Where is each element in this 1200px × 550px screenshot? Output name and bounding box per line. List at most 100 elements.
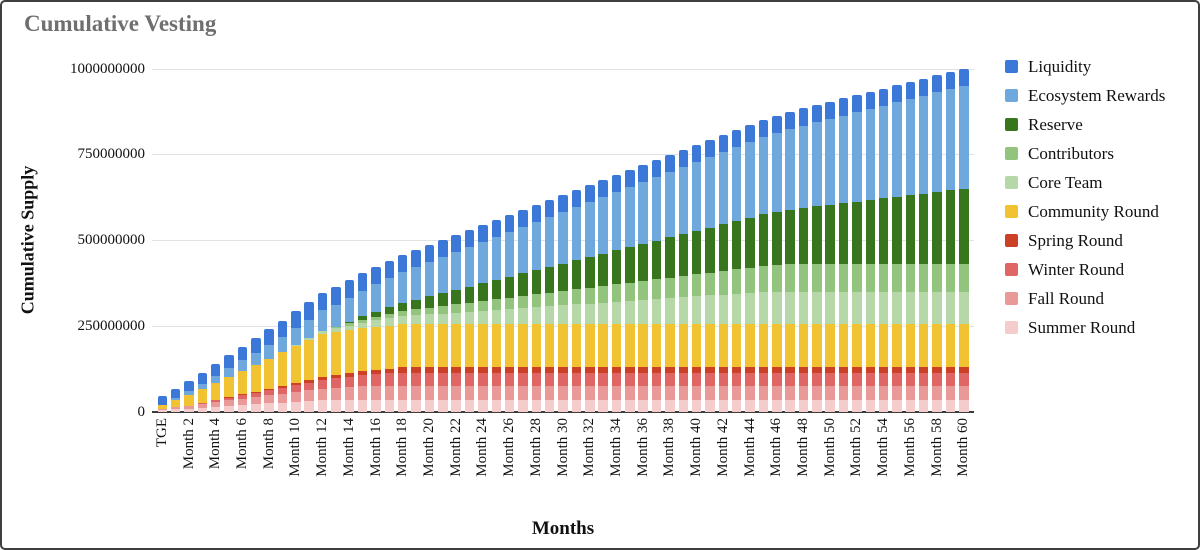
- bar-segment-fall-round[interactable]: [959, 386, 969, 400]
- bar-segment-liquidity[interactable]: [344, 280, 354, 298]
- bar-month-46[interactable]: [772, 115, 782, 412]
- bar-segment-summer-round[interactable]: [745, 399, 755, 412]
- bar-segment-winter-round[interactable]: [785, 372, 795, 387]
- bar-segment-liquidity[interactable]: [518, 209, 528, 228]
- bar-segment-winter-round[interactable]: [317, 380, 328, 389]
- bar-segment-winter-round[interactable]: [798, 372, 809, 387]
- bar-segment-community-round[interactable]: [251, 364, 261, 392]
- bar-segment-summer-round[interactable]: [237, 405, 248, 412]
- bar-segment-fall-round[interactable]: [918, 386, 929, 400]
- bar-segment-ecosystem-rewards[interactable]: [625, 187, 635, 248]
- bar-segment-ecosystem-rewards[interactable]: [384, 278, 395, 308]
- bar-segment-reserve[interactable]: [905, 195, 916, 265]
- bar-segment-liquidity[interactable]: [197, 372, 208, 384]
- bar-segment-winter-round[interactable]: [344, 376, 354, 388]
- bar-segment-winter-round[interactable]: [291, 385, 301, 393]
- bar-segment-reserve[interactable]: [357, 316, 368, 320]
- bar-segment-summer-round[interactable]: [625, 399, 635, 412]
- bar-segment-community-round[interactable]: [718, 324, 728, 368]
- bar-segment-contributors[interactable]: [371, 316, 381, 321]
- bar-month-42[interactable]: [718, 134, 728, 412]
- bar-segment-ecosystem-rewards[interactable]: [397, 272, 408, 303]
- bar-segment-reserve[interactable]: [651, 240, 662, 280]
- bar-segment-fall-round[interactable]: [772, 386, 782, 400]
- bar-segment-contributors[interactable]: [905, 264, 916, 292]
- bar-segment-core-team[interactable]: [317, 331, 328, 335]
- bar-month-41[interactable]: [705, 139, 715, 412]
- bar-segment-ecosystem-rewards[interactable]: [691, 162, 702, 231]
- bar-month-45[interactable]: [758, 119, 769, 412]
- bar-segment-ecosystem-rewards[interactable]: [611, 192, 622, 251]
- bar-segment-reserve[interactable]: [825, 204, 835, 265]
- bar-segment-liquidity[interactable]: [918, 78, 929, 96]
- bar-segment-contributors[interactable]: [344, 323, 354, 326]
- legend-item-contributors[interactable]: Contributors: [1005, 145, 1165, 162]
- bar-segment-community-round[interactable]: [264, 358, 274, 389]
- bar-segment-reserve[interactable]: [397, 302, 408, 311]
- bar-segment-summer-round[interactable]: [731, 399, 742, 412]
- bar-segment-summer-round[interactable]: [251, 404, 261, 412]
- bar-segment-spring-round[interactable]: [745, 367, 755, 373]
- bar-segment-ecosystem-rewards[interactable]: [745, 142, 755, 218]
- bar-segment-fall-round[interactable]: [571, 386, 582, 400]
- bar-segment-core-team[interactable]: [611, 301, 622, 325]
- bar-segment-fall-round[interactable]: [798, 386, 809, 400]
- bar-segment-core-team[interactable]: [357, 322, 368, 329]
- bar-segment-spring-round[interactable]: [264, 388, 274, 391]
- bar-segment-summer-round[interactable]: [344, 399, 354, 412]
- legend-item-reserve[interactable]: Reserve: [1005, 116, 1165, 133]
- bar-segment-core-team[interactable]: [798, 291, 809, 325]
- bar-segment-reserve[interactable]: [571, 260, 582, 290]
- bar-segment-core-team[interactable]: [785, 291, 795, 325]
- bar-segment-fall-round[interactable]: [718, 386, 728, 400]
- bar-segment-liquidity[interactable]: [251, 338, 261, 353]
- bar-segment-spring-round[interactable]: [585, 367, 595, 373]
- bar-month-8[interactable]: [264, 329, 274, 412]
- bar-segment-fall-round[interactable]: [438, 386, 448, 400]
- bar-segment-ecosystem-rewards[interactable]: [197, 383, 208, 390]
- bar-segment-spring-round[interactable]: [651, 367, 662, 373]
- bar-segment-contributors[interactable]: [678, 275, 688, 298]
- bar-segment-summer-round[interactable]: [571, 399, 582, 412]
- bar-segment-summer-round[interactable]: [518, 399, 528, 412]
- bar-month-51[interactable]: [838, 98, 849, 412]
- bar-segment-liquidity[interactable]: [331, 287, 341, 305]
- bar-tge[interactable]: [157, 396, 167, 412]
- bar-segment-core-team[interactable]: [691, 296, 702, 325]
- bar-segment-contributors[interactable]: [785, 264, 795, 292]
- bar-month-23[interactable]: [464, 229, 475, 412]
- bar-segment-summer-round[interactable]: [665, 399, 675, 412]
- bar-segment-community-round[interactable]: [651, 324, 662, 368]
- bar-segment-summer-round[interactable]: [598, 399, 608, 412]
- bar-segment-community-round[interactable]: [344, 330, 354, 373]
- bar-segment-liquidity[interactable]: [798, 108, 809, 126]
- bar-segment-spring-round[interactable]: [371, 369, 381, 375]
- bar-segment-contributors[interactable]: [798, 264, 809, 292]
- bar-segment-liquidity[interactable]: [531, 204, 541, 223]
- bar-segment-core-team[interactable]: [571, 304, 582, 325]
- bar-segment-reserve[interactable]: [504, 276, 515, 298]
- bar-segment-community-round[interactable]: [491, 324, 501, 368]
- bar-segment-spring-round[interactable]: [785, 367, 795, 373]
- bar-segment-contributors[interactable]: [691, 274, 702, 297]
- bar-segment-contributors[interactable]: [384, 313, 395, 319]
- bar-segment-winter-round[interactable]: [905, 372, 916, 387]
- bar-segment-liquidity[interactable]: [718, 134, 728, 153]
- bar-month-50[interactable]: [825, 101, 835, 412]
- bar-segment-winter-round[interactable]: [384, 373, 395, 387]
- bar-segment-winter-round[interactable]: [277, 387, 288, 394]
- bar-segment-winter-round[interactable]: [838, 372, 849, 387]
- bar-segment-liquidity[interactable]: [852, 95, 862, 113]
- bar-segment-community-round[interactable]: [598, 324, 608, 368]
- bar-segment-fall-round[interactable]: [331, 387, 341, 400]
- bar-segment-reserve[interactable]: [558, 263, 568, 291]
- bar-segment-summer-round[interactable]: [210, 406, 221, 412]
- bar-segment-fall-round[interactable]: [210, 402, 221, 407]
- bar-segment-fall-round[interactable]: [157, 408, 167, 411]
- bar-segment-ecosystem-rewards[interactable]: [558, 212, 568, 264]
- bar-segment-reserve[interactable]: [878, 198, 889, 265]
- bar-segment-spring-round[interactable]: [758, 367, 769, 373]
- bar-segment-ecosystem-rewards[interactable]: [812, 122, 822, 207]
- bar-segment-winter-round[interactable]: [464, 372, 475, 387]
- bar-segment-summer-round[interactable]: [798, 399, 809, 412]
